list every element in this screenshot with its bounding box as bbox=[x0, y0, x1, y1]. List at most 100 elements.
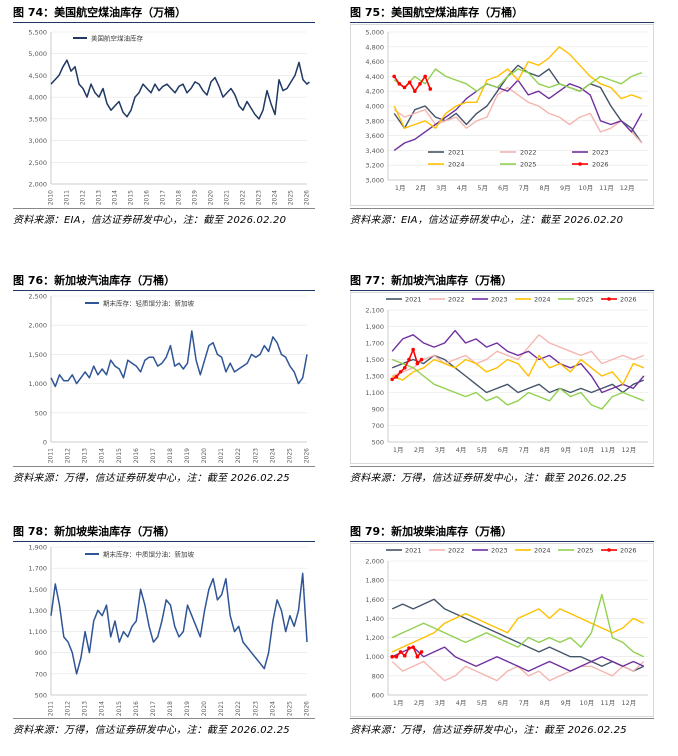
panel-76: 图 76：新加坡汽油库存（万桶） 0 500 1,000 1,500 2,000 2,50… bbox=[13, 268, 315, 484]
x-tick-label: 2019 bbox=[184, 701, 191, 716]
chart-title: 图 79：新加坡柴油库存（万桶） bbox=[350, 525, 513, 538]
x-tick-label: 1月 bbox=[393, 699, 404, 707]
legend-label: 2026 bbox=[592, 161, 609, 169]
series-point bbox=[394, 654, 399, 659]
x-tick-label: 2013 bbox=[82, 701, 89, 716]
y-tick-label: 1,100 bbox=[28, 628, 47, 636]
chart-75: 3,000 3,200 3,400 3,600 3,800 4,000 4,200 4,400… bbox=[350, 24, 654, 206]
legend-label: 2023 bbox=[592, 149, 609, 157]
title-rule bbox=[350, 541, 654, 542]
y-tick-label: 4,200 bbox=[365, 88, 384, 96]
x-tick-label: 6月 bbox=[498, 184, 509, 192]
series-line-2023 bbox=[393, 79, 643, 151]
legend-label: 2025 bbox=[520, 161, 537, 169]
x-tick-label: 11月 bbox=[599, 184, 614, 192]
source-rule bbox=[350, 466, 654, 467]
series-point bbox=[402, 365, 407, 370]
y-tick-label: 900 bbox=[35, 649, 47, 657]
legend-label: 美国航空煤油库存 bbox=[91, 34, 144, 43]
x-tick-label: 7月 bbox=[519, 184, 530, 192]
x-tick-label: 2月 bbox=[414, 699, 425, 707]
x-tick-label: 2月 bbox=[416, 184, 427, 192]
y-tick-label: 3,600 bbox=[365, 132, 384, 140]
series-point bbox=[402, 653, 407, 658]
series-point bbox=[407, 646, 411, 650]
y-tick-label: 5,000 bbox=[365, 29, 384, 37]
x-tick-label: 2015 bbox=[116, 701, 123, 716]
y-tick-label: 4,800 bbox=[365, 43, 384, 51]
series-point bbox=[390, 654, 394, 659]
legend-label: 2023 bbox=[491, 296, 508, 304]
x-tick-label: 2023 bbox=[256, 190, 263, 205]
series-line-2024 bbox=[391, 608, 645, 653]
x-tick-label: 2021 bbox=[224, 190, 231, 205]
series-point bbox=[411, 347, 415, 352]
series-point bbox=[419, 650, 424, 654]
panel-77: 图 77：新加坡汽油库存（万桶） 500 700 900 1,100 1,300 1,50… bbox=[350, 268, 660, 484]
series-line-2023 bbox=[391, 646, 645, 672]
chart-title: 图 75：美国航空煤油库存（万桶） bbox=[350, 6, 524, 19]
series-line-2021 bbox=[393, 64, 643, 144]
series-point bbox=[407, 80, 412, 85]
series-point bbox=[413, 89, 417, 93]
series-point bbox=[411, 645, 415, 649]
x-tick-label: 2012 bbox=[80, 190, 87, 205]
chart-title: 图 78：新加坡柴油库存（万桶） bbox=[13, 525, 176, 538]
x-tick-label: 2020 bbox=[208, 190, 215, 205]
x-tick-label: 3月 bbox=[435, 446, 446, 454]
source-rule bbox=[350, 718, 654, 719]
y-tick-label: 1,300 bbox=[28, 607, 47, 615]
title-rule bbox=[13, 22, 315, 23]
source-rule bbox=[13, 466, 315, 467]
series-line-2025 bbox=[391, 358, 645, 410]
series-line-美国航空煤油库存 bbox=[50, 59, 310, 120]
source-note: 资料来源：EIA，信达证券研发中心，注：截至 2026.02.20 bbox=[350, 215, 624, 226]
x-tick-label: 10月 bbox=[580, 446, 595, 454]
y-tick-label: 700 bbox=[35, 670, 47, 678]
x-tick-label: 2013 bbox=[96, 190, 103, 205]
y-tick-label: 1,000 bbox=[365, 653, 384, 661]
y-tick-label: 2,100 bbox=[365, 307, 384, 315]
series-point bbox=[398, 650, 403, 654]
y-tick-label: 1,400 bbox=[365, 615, 384, 623]
source-rule bbox=[350, 208, 654, 209]
x-tick-label: 11月 bbox=[600, 699, 615, 707]
x-tick-label: 9月 bbox=[561, 446, 572, 454]
chart-79: 600 800 1,000 1,200 1,400 1,600 1,800 2,000 1月 2月… bbox=[350, 543, 654, 717]
x-tick-label: 2024 bbox=[269, 448, 276, 463]
x-tick-label: 2012 bbox=[65, 701, 72, 716]
x-tick-label: 2023 bbox=[252, 701, 259, 716]
series-line-2021 bbox=[391, 598, 645, 672]
source-rule bbox=[13, 718, 315, 719]
title-rule bbox=[13, 290, 315, 291]
source-note: 资料来源：万得，信达证券研发中心，注：截至 2026.02.25 bbox=[350, 473, 627, 484]
y-tick-label: 700 bbox=[372, 422, 384, 430]
title-rule bbox=[350, 22, 654, 23]
x-tick-label: 2014 bbox=[99, 448, 106, 463]
x-tick-label: 2019 bbox=[192, 190, 199, 205]
x-tick-label: 2018 bbox=[176, 190, 183, 205]
panel-75: 图 75：美国航空煤油库存（万桶） 3,000 3,200 3,400 3,600 3,… bbox=[350, 0, 660, 226]
x-tick-label: 2022 bbox=[240, 190, 247, 205]
y-tick-label: 1,900 bbox=[28, 544, 47, 552]
series-point bbox=[418, 82, 422, 86]
y-tick-label: 1,600 bbox=[365, 596, 384, 604]
series-line-2024 bbox=[393, 46, 643, 129]
series-point bbox=[415, 654, 420, 659]
series-line-2025 bbox=[391, 593, 645, 658]
series-line-2024 bbox=[391, 354, 645, 385]
x-tick-label: 10月 bbox=[580, 699, 595, 707]
chart-title: 图 76：新加坡汽油库存（万桶） bbox=[13, 274, 176, 287]
x-tick-label: 6月 bbox=[498, 699, 509, 707]
x-tick-label: 2017 bbox=[150, 701, 157, 716]
y-tick-label: 4,000 bbox=[28, 94, 47, 102]
y-tick-label: 4,000 bbox=[365, 103, 384, 111]
series-point bbox=[394, 375, 399, 379]
x-tick-label: 2026 bbox=[304, 448, 311, 463]
x-tick-label: 12月 bbox=[621, 446, 636, 454]
x-tick-label: 2020 bbox=[201, 701, 208, 716]
x-tick-label: 2022 bbox=[235, 448, 242, 463]
x-tick-label: 2014 bbox=[112, 190, 119, 205]
x-tick-label: 12月 bbox=[620, 184, 635, 192]
y-tick-label: 2,000 bbox=[28, 322, 47, 330]
